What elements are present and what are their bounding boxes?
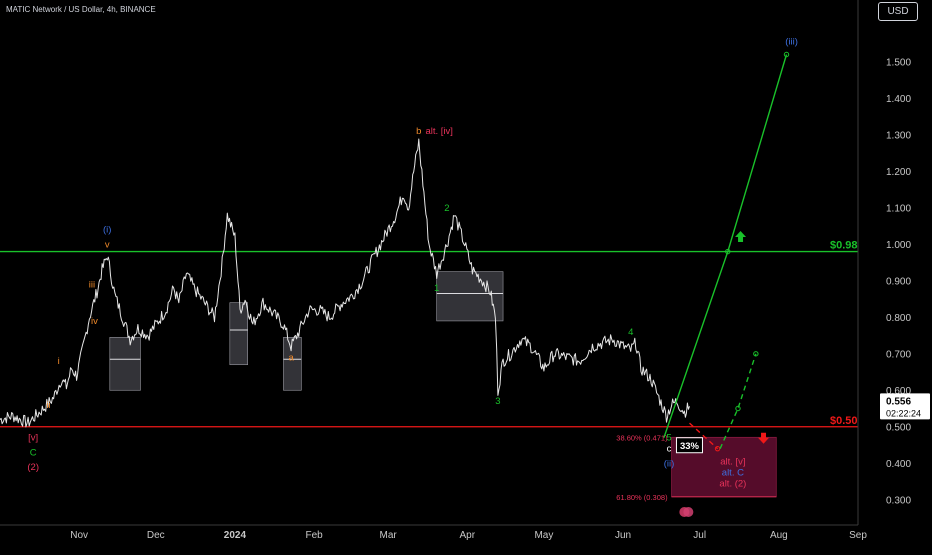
x-tick-label: Sep <box>849 530 867 541</box>
levels-layer: $0.98 $0.50 <box>0 240 858 428</box>
y-tick-label: 1.000 <box>886 240 911 251</box>
wave-label: 5 <box>666 433 671 444</box>
wave-label: 3 <box>495 396 500 407</box>
support-zone <box>109 337 141 391</box>
wave-label: i <box>58 356 60 367</box>
y-tick-label: 0.800 <box>886 313 911 324</box>
price-tag <box>880 393 930 420</box>
wave-label: (ii) <box>664 458 675 469</box>
event-marker-icon <box>683 507 694 517</box>
y-tick-label: 0.300 <box>886 495 911 506</box>
wave-label: b <box>416 126 421 137</box>
wave-label: alt. [iv] <box>425 126 452 137</box>
price-axis-bg <box>858 0 932 550</box>
wave-label: (i) <box>103 225 111 236</box>
dashed-projection-path <box>719 353 757 449</box>
x-tick-label: Feb <box>305 530 323 541</box>
dashed-projection-path <box>689 422 719 450</box>
wave-label: alt. [v] <box>720 456 745 467</box>
x-tick-label: Mar <box>380 530 398 541</box>
x-tick-label: 2024 <box>224 530 247 541</box>
projection-node <box>714 445 721 452</box>
level-label: $0.50 <box>830 415 858 427</box>
support-zone <box>436 271 504 322</box>
wave-label: (2) <box>27 462 39 473</box>
wave-label: iii <box>89 279 95 290</box>
wave-label: [v] <box>28 433 38 444</box>
arrow-up-icon <box>735 230 747 242</box>
projection-node <box>725 248 731 255</box>
wave-label: alt. C <box>722 467 744 478</box>
y-tick-label: 0.900 <box>886 276 911 287</box>
projection-node <box>735 405 741 412</box>
wave-label: v <box>105 239 110 250</box>
projections-layer <box>663 51 790 452</box>
x-tick-label: Apr <box>460 530 476 541</box>
level-label: $0.98 <box>830 240 858 252</box>
x-tick-label: Jul <box>693 530 706 541</box>
chart-title: MATIC Network / US Dollar, 4h, BINANCE <box>6 5 156 14</box>
projection-node <box>753 351 759 357</box>
wave-label: (iii) <box>785 37 798 48</box>
y-tick-label: 1.400 <box>886 94 911 105</box>
percent-badge <box>675 437 703 454</box>
percent-badge-text: 33% <box>680 441 700 452</box>
x-tick-label: Jun <box>615 530 631 541</box>
fib-label: 38.60% (0.471) <box>616 433 668 442</box>
arrow-down-icon <box>758 432 770 444</box>
price-tag-countdown: 02:22:24 <box>886 408 921 418</box>
y-tick-label: 1.500 <box>886 57 911 68</box>
wave-label: 1 <box>434 283 439 294</box>
wave-label: 2 <box>444 203 449 214</box>
wave-label: c <box>667 444 672 455</box>
projection-node <box>783 51 790 58</box>
x-tick-label: Dec <box>147 530 165 541</box>
wave-label: ii <box>46 400 50 411</box>
y-tick-label: 0.700 <box>886 349 911 360</box>
wave-label: 4 <box>628 327 633 338</box>
price-layer <box>0 138 690 428</box>
x-tick-label: Aug <box>770 530 788 541</box>
y-tick-label: 0.600 <box>886 386 911 397</box>
y-tick-label: 1.200 <box>886 167 911 178</box>
price-series-line <box>0 138 690 428</box>
support-zone <box>229 302 248 366</box>
wave-label: a <box>288 352 294 363</box>
fib-label: 61.80% (0.308) <box>616 493 668 502</box>
y-tick-label: 0.400 <box>886 459 911 470</box>
solid-projection-path <box>663 54 788 438</box>
x-tick-label: May <box>534 530 553 541</box>
wave-label: alt. (2) <box>719 478 746 489</box>
currency-button[interactable]: USD <box>878 2 918 21</box>
y-tick-label: 1.300 <box>886 130 911 141</box>
price-tag-value: 0.556 <box>886 396 911 407</box>
y-tick-label: 1.100 <box>886 203 911 214</box>
zones-layer <box>109 271 777 498</box>
annotations-layer: 38.60% (0.471)61.80% (0.308)33%(iii)b alt… <box>27 37 798 502</box>
x-tick-label: Nov <box>70 530 88 541</box>
wave-label: iv <box>91 316 98 327</box>
support-zone <box>283 337 302 391</box>
wave-label: C <box>30 447 37 458</box>
y-tick-label: 0.500 <box>886 422 911 433</box>
